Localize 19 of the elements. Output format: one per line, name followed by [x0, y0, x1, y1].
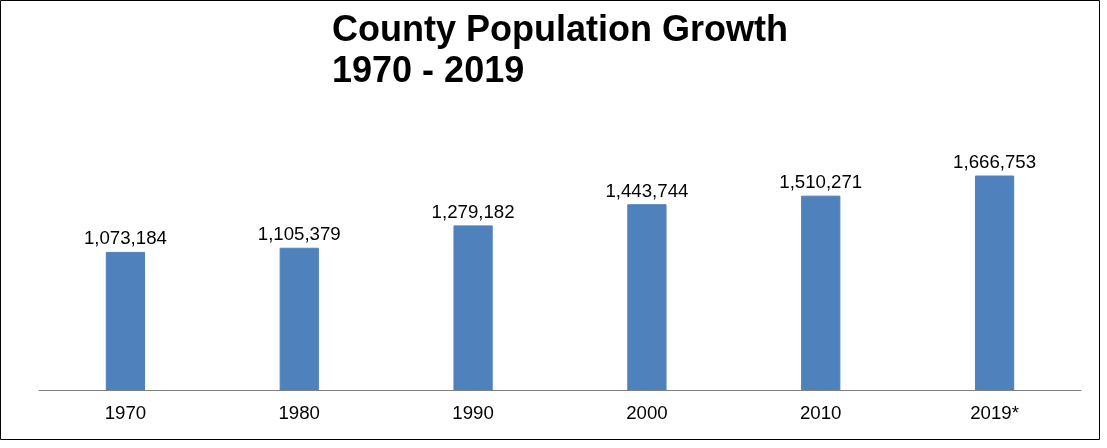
bar	[105, 251, 146, 391]
bar	[453, 225, 493, 391]
data-label: 1,666,753	[953, 151, 1037, 173]
x-tick-label: 1970	[104, 401, 147, 423]
data-label: 1,105,379	[257, 223, 341, 245]
bar	[801, 195, 841, 391]
x-tick-label: 1990	[452, 401, 494, 423]
data-label: 1,510,271	[779, 171, 863, 193]
data-label: 1,279,182	[431, 200, 515, 222]
bar	[279, 247, 319, 391]
x-tick-label: 2000	[626, 401, 668, 423]
data-label: 1,443,744	[605, 179, 689, 201]
data-label: 1,073,184	[83, 227, 167, 249]
x-tick-label: 2019*	[970, 401, 1019, 423]
bar	[627, 204, 667, 391]
x-tick-label: 1980	[278, 401, 321, 423]
x-tick-label: 2010	[800, 401, 842, 423]
bar	[974, 175, 1015, 391]
chart-title: County Population Growth 1970 - 2019	[332, 7, 788, 90]
